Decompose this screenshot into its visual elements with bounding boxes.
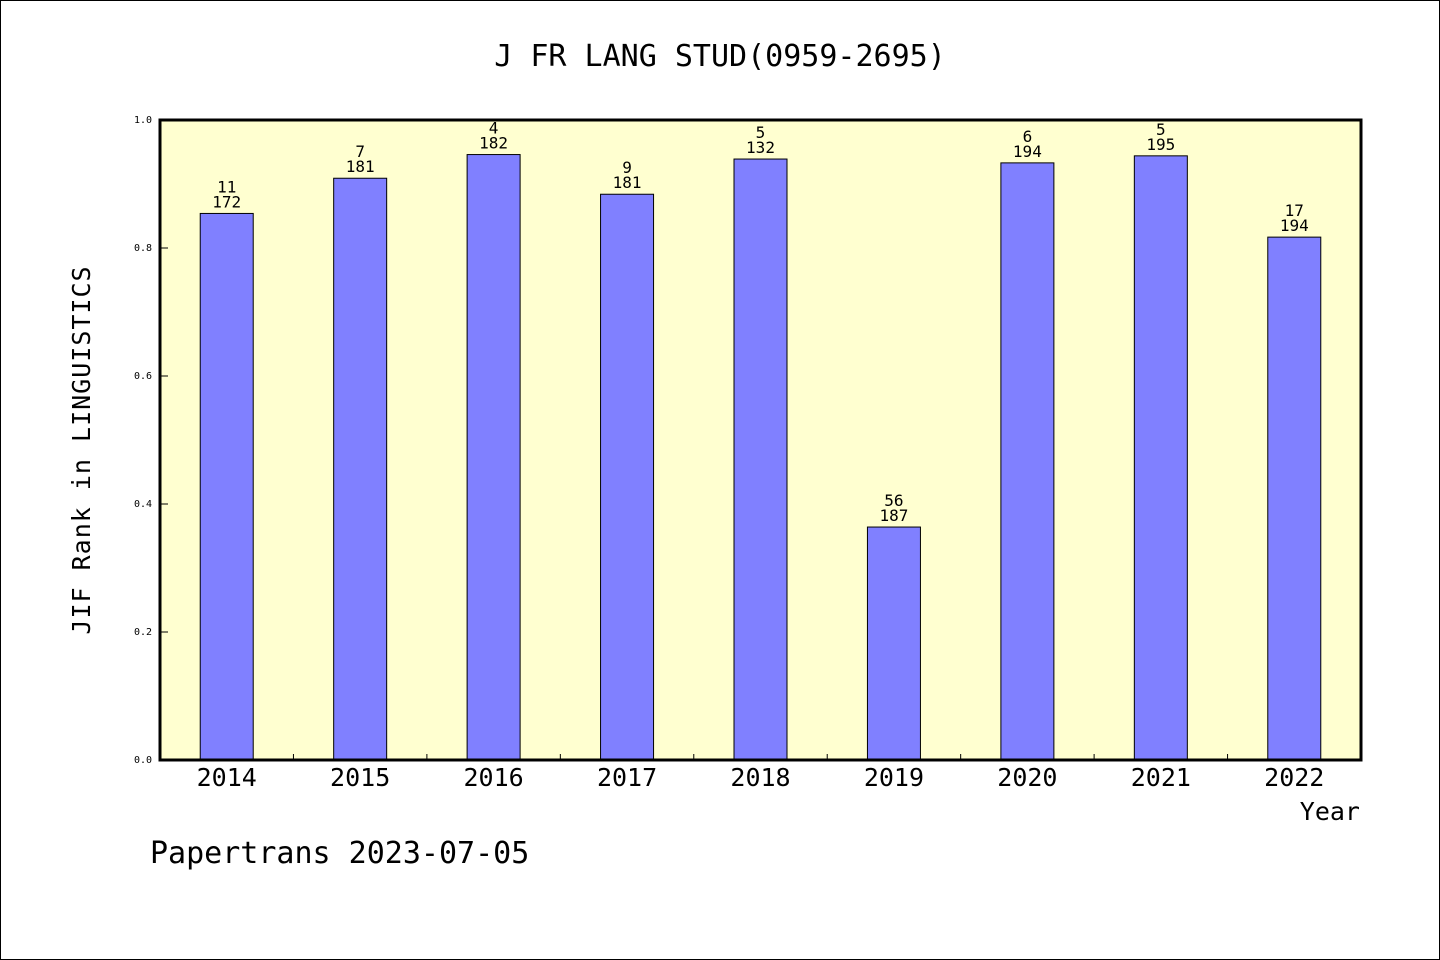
y-tick-label: 0.0	[134, 755, 152, 766]
x-tick-label-2017: 2017	[597, 763, 657, 792]
bar-2021	[1133, 155, 1188, 761]
y-tick-label: 0.2	[134, 627, 152, 638]
y-axis-label: JIF Rank in LINGUISTICS	[67, 265, 96, 634]
total-label-2021: 195	[1146, 135, 1175, 154]
bars-group	[199, 154, 1322, 761]
total-label-2019: 187	[879, 506, 908, 525]
total-label-2015: 181	[346, 157, 375, 176]
rank-label-2022: 17	[1285, 201, 1304, 220]
bar-2015	[333, 177, 388, 761]
x-tick-label-2015: 2015	[330, 763, 390, 792]
x-tick-label-2018: 2018	[730, 763, 790, 792]
rank-label-2015: 7	[355, 142, 365, 161]
x-tick-label-2019: 2019	[864, 763, 924, 792]
total-label-2018: 132	[746, 138, 775, 157]
x-axis: 2014 2015 2016 2017 2018 2019 2020 2021 2022	[197, 754, 1324, 792]
rank-label-2018: 5	[756, 123, 766, 142]
rank-label-2020: 6	[1023, 127, 1033, 146]
x-tick-label-2021: 2021	[1131, 763, 1191, 792]
rank-label-2021: 5	[1156, 120, 1166, 139]
bar-2020	[1000, 162, 1055, 761]
rank-label-2014: 11	[217, 177, 236, 196]
chart-title: J FR LANG STUD(0959-2695)	[494, 39, 946, 74]
plot-border	[158, 118, 1363, 762]
x-tick-label-2020: 2020	[997, 763, 1057, 792]
rank-label-2016: 4	[489, 119, 499, 138]
y-tick-label: 0.8	[134, 243, 152, 254]
total-label-2017: 181	[613, 173, 642, 192]
total-label-2014: 172	[212, 192, 241, 211]
x-tick-label-2014: 2014	[197, 763, 257, 792]
total-label-2016: 182	[479, 134, 508, 153]
bar-2018	[733, 158, 788, 761]
y-tick-label: 0.4	[134, 499, 152, 510]
x-tick-label-2022: 2022	[1264, 763, 1324, 792]
y-tick-label: 1.0	[134, 115, 152, 126]
bar-2019	[866, 526, 921, 761]
x-tick-label-2016: 2016	[464, 763, 524, 792]
bar-2022	[1267, 236, 1322, 761]
bar-2016	[466, 154, 521, 761]
footer-credit: Papertrans 2023-07-05	[150, 836, 529, 871]
bar-2014	[199, 212, 254, 761]
total-label-2022: 194	[1280, 216, 1309, 235]
x-axis-label: Year	[1300, 797, 1360, 826]
total-label-2020: 194	[1013, 142, 1042, 161]
rank-label-2019: 56	[884, 491, 903, 510]
y-tick-label: 0.6	[134, 371, 152, 382]
bar-2017	[600, 193, 655, 761]
rank-label-2017: 9	[622, 158, 632, 177]
